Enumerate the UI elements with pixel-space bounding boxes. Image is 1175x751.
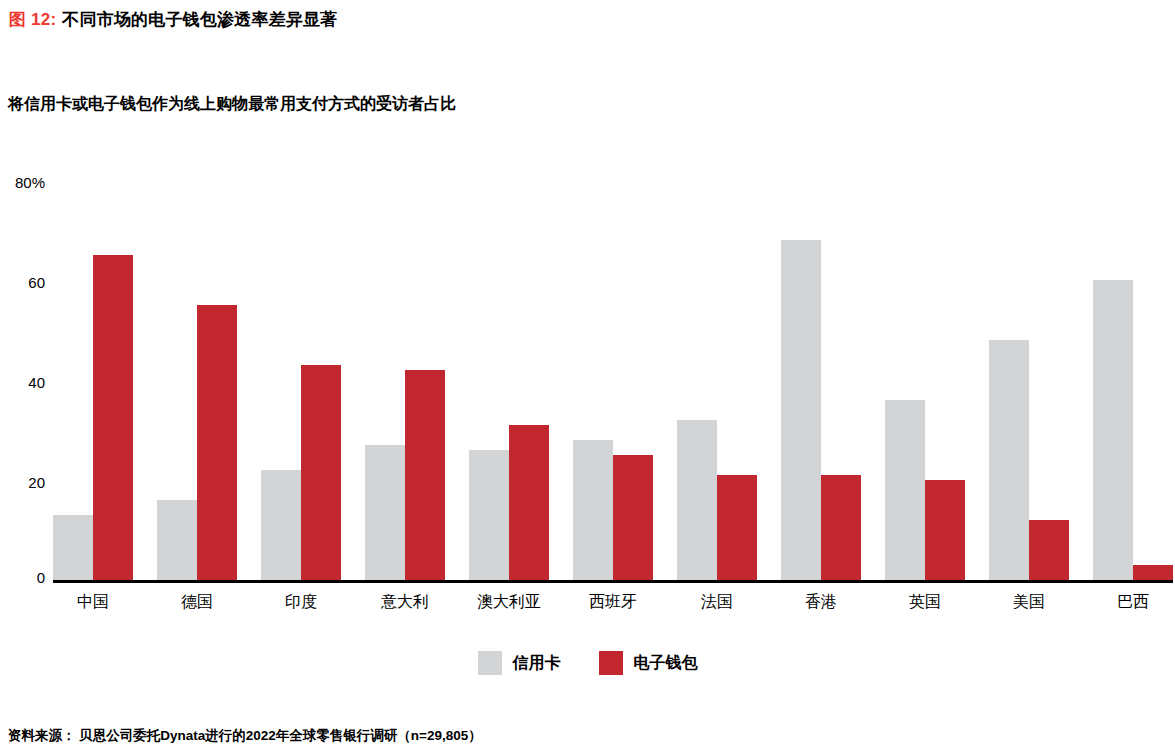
y-tick-label-20: 20 <box>0 474 45 492</box>
bar-电子钱包-英国 <box>925 480 965 580</box>
bar-电子钱包-德国 <box>197 305 237 580</box>
bar-group-中国: 中国 <box>53 183 133 580</box>
bar-group-巴西: 巴西 <box>1093 183 1173 580</box>
bar-电子钱包-巴西 <box>1133 565 1173 580</box>
bar-信用卡-澳大利亚 <box>469 450 509 580</box>
bar-group-意大利: 意大利 <box>365 183 445 580</box>
bar-group-印度: 印度 <box>261 183 341 580</box>
bar-信用卡-美国 <box>989 340 1029 580</box>
chart-legend: 信用卡 电子钱包 <box>0 651 1175 675</box>
bar-group-美国: 美国 <box>989 183 1069 580</box>
figure-title: 图 12:不同市场的电子钱包渗透率差异显著 <box>9 8 338 31</box>
legend-label-ewallet: 电子钱包 <box>634 653 698 674</box>
credit-card-swatch-icon <box>478 651 502 675</box>
bar-group-澳大利亚: 澳大利亚 <box>469 183 549 580</box>
y-tick-label-80: 80% <box>0 174 45 192</box>
bar-group-德国: 德国 <box>157 183 237 580</box>
bar-信用卡-巴西 <box>1093 280 1133 580</box>
bar-信用卡-意大利 <box>365 445 405 580</box>
report-page: 图 12:不同市场的电子钱包渗透率差异显著 将信用卡或电子钱包作为线上购物最常用… <box>0 0 1175 751</box>
x-axis-label-美国: 美国 <box>1013 592 1045 613</box>
bar-电子钱包-法国 <box>717 475 757 580</box>
bar-信用卡-中国 <box>53 515 93 580</box>
x-axis-label-中国: 中国 <box>77 592 109 613</box>
y-tick-label-60: 60 <box>0 274 45 292</box>
bar-信用卡-法国 <box>677 420 717 580</box>
bar-电子钱包-中国 <box>93 255 133 580</box>
y-tick-label-0: 0 <box>0 569 45 587</box>
ewallet-swatch-icon <box>599 651 623 675</box>
x-axis-label-英国: 英国 <box>909 592 941 613</box>
legend-label-credit-card: 信用卡 <box>513 653 561 674</box>
x-axis-label-巴西: 巴西 <box>1117 592 1149 613</box>
bar-group-法国: 法国 <box>677 183 757 580</box>
bar-电子钱包-香港 <box>821 475 861 580</box>
x-axis-label-法国: 法国 <box>701 592 733 613</box>
bar-group-香港: 香港 <box>781 183 861 580</box>
bar-电子钱包-西班牙 <box>613 455 653 580</box>
x-axis-label-西班牙: 西班牙 <box>589 592 637 613</box>
bar-信用卡-西班牙 <box>573 440 613 580</box>
bar-电子钱包-印度 <box>301 365 341 580</box>
legend-item-credit-card: 信用卡 <box>478 651 561 675</box>
bar-信用卡-印度 <box>261 470 301 580</box>
x-axis-label-意大利: 意大利 <box>381 592 429 613</box>
y-axis: 80% 60 40 20 0 <box>0 0 45 600</box>
bar-信用卡-香港 <box>781 240 821 580</box>
figure-title-text: 不同市场的电子钱包渗透率差异显著 <box>62 10 337 29</box>
bar-信用卡-英国 <box>885 400 925 580</box>
source-note: 资料来源： 贝恩公司委托Dynata进行的2022年全球零售银行调研（n=29,… <box>8 727 482 745</box>
y-tick-label-40: 40 <box>0 374 45 392</box>
bar-group-西班牙: 西班牙 <box>573 183 653 580</box>
x-axis-label-香港: 香港 <box>805 592 837 613</box>
plot-area: 中国德国印度意大利澳大利亚西班牙法国香港英国美国巴西 <box>53 183 1173 583</box>
bar-电子钱包-意大利 <box>405 370 445 580</box>
x-axis-label-印度: 印度 <box>285 592 317 613</box>
chart-subtitle: 将信用卡或电子钱包作为线上购物最常用支付方式的受访者占比 <box>8 94 456 115</box>
x-axis-label-澳大利亚: 澳大利亚 <box>477 592 541 613</box>
bar-group-英国: 英国 <box>885 183 965 580</box>
bar-电子钱包-美国 <box>1029 520 1069 580</box>
legend-item-ewallet: 电子钱包 <box>599 651 698 675</box>
bar-信用卡-德国 <box>157 500 197 580</box>
bar-电子钱包-澳大利亚 <box>509 425 549 580</box>
x-axis-label-德国: 德国 <box>181 592 213 613</box>
